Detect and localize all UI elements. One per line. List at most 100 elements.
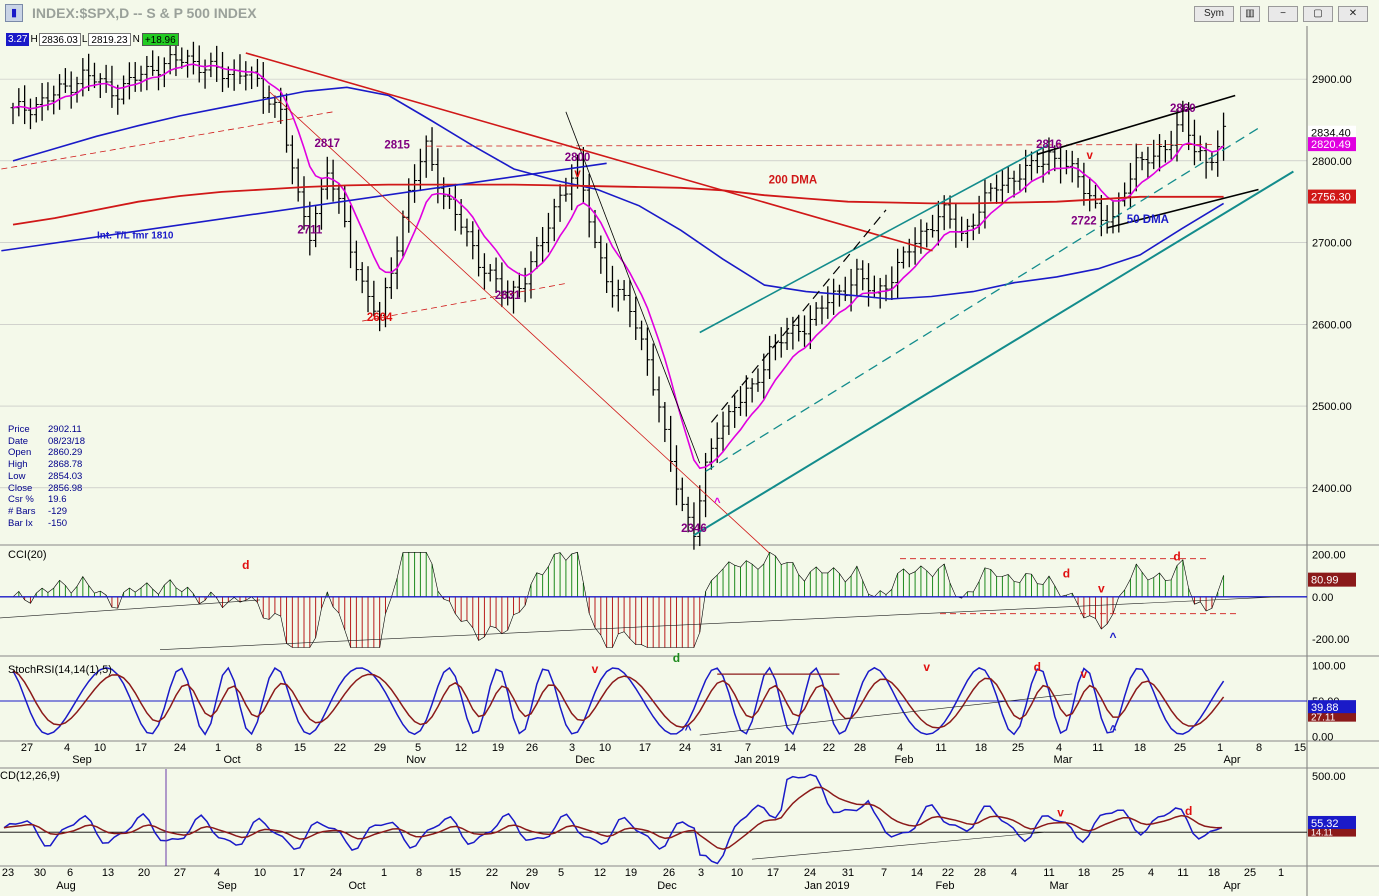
x-day-label: 11: [1092, 742, 1103, 754]
price-marker-label: 2756.30: [1311, 192, 1351, 204]
downtrend-line: [245, 52, 933, 252]
stochrsi-annotation: v: [1081, 667, 1088, 681]
stochrsi-annotation: ^: [1109, 722, 1116, 736]
x-day-label: 28: [854, 742, 866, 754]
intermediate-trendline: [1, 162, 607, 252]
stochrsi-last-value: 39.88: [1311, 702, 1339, 714]
info-row: # Bars -129: [8, 506, 85, 518]
info-key: Open: [8, 447, 32, 459]
x-day-label: 10: [94, 742, 106, 754]
x-month-label-bottom: Dec: [657, 880, 677, 892]
x-day-label: 25: [1174, 742, 1186, 754]
sym-button[interactable]: Sym: [1194, 6, 1234, 22]
price-tick-label: 2800.00: [1312, 156, 1352, 168]
stochrsi-signal-line: [12, 670, 1225, 729]
chart-title: INDEX:$SPX,D -- S & P 500 INDEX: [32, 5, 257, 21]
x-day-label-bottom: 17: [293, 867, 305, 879]
price-tick-label: 2400.00: [1312, 483, 1352, 495]
price-marker-label: 2820.49: [1311, 139, 1351, 151]
cci-panel: CCI(20) 200.00 0.00 -200.00 80.99 d d d v ^ d: [0, 549, 1356, 665]
macd-annotation: d: [1185, 804, 1192, 818]
resistance-dashed: [426, 144, 1212, 147]
x-day-label: 29: [374, 742, 386, 754]
price-tick-label: 2600.00: [1312, 319, 1352, 331]
price-marker-label: 2834.40: [1311, 128, 1351, 140]
x-day-label-bottom: 13: [102, 867, 114, 879]
x-month-label-bottom: Feb: [936, 880, 955, 892]
x-day-label: 4: [897, 742, 903, 754]
x-day-label-bottom: 25: [1244, 867, 1256, 879]
x-month-label-bottom: Apr: [1223, 880, 1240, 892]
info-row: Price 2902.11: [8, 424, 85, 436]
sym-lock-button[interactable]: ▥: [1240, 6, 1260, 22]
x-day-label: 10: [599, 742, 611, 754]
x-day-label: 17: [639, 742, 651, 754]
x-month-label-bottom: Sep: [217, 880, 237, 892]
x-day-label-bottom: 22: [486, 867, 498, 879]
macd-last-value: 55.32: [1311, 818, 1339, 830]
x-month-label: Dec: [575, 754, 595, 766]
x-day-label-bottom: 19: [625, 867, 637, 879]
ohlc-change: +18.96: [141, 33, 179, 46]
downtrend-channel-lower: [268, 91, 770, 554]
info-row: Close 2856.98: [8, 483, 85, 495]
macd-title: CD(12,26,9): [0, 770, 60, 782]
ma50-line: [12, 86, 1225, 300]
price-annotation: 200 DMA: [769, 175, 818, 187]
x-day-label-bottom: 4: [1148, 867, 1154, 879]
ohlc-n: N: [132, 34, 140, 45]
wedge-upper: [1037, 94, 1236, 156]
info-key: Low: [8, 470, 26, 482]
x-day-label-bottom: 10: [731, 867, 743, 879]
info-value: 2868.78: [48, 459, 83, 471]
x-day-label: 8: [256, 742, 262, 754]
stochrsi-tick-label: 0.00: [1312, 731, 1333, 743]
x-day-label-bottom: 22: [942, 867, 954, 879]
x-month-label-bottom: Aug: [56, 880, 76, 892]
info-value: 2860.29: [48, 447, 83, 459]
x-day-label-bottom: 24: [804, 867, 816, 879]
x-day-label: 26: [526, 742, 538, 754]
macd-tick-label: 500.00: [1312, 771, 1346, 783]
x-day-label: 18: [975, 742, 987, 754]
info-value: 2856.98: [48, 482, 83, 494]
x-day-label-bottom: 26: [663, 867, 675, 879]
cci-tick-label: 200.00: [1312, 549, 1346, 561]
info-value: -150: [48, 517, 68, 529]
uptrend-channel-upper: [699, 143, 1050, 334]
info-row: Csr % 19.6: [8, 494, 85, 506]
macd-signal-line: [3, 786, 1223, 850]
price-annotation: 2631: [495, 290, 521, 302]
x-day-label-bottom: 24: [330, 867, 342, 879]
price-annotation: 2711: [297, 225, 323, 237]
cci-annotation: d: [1173, 550, 1180, 564]
info-row: Bar Ix -150: [8, 518, 85, 530]
cci-tick-label: 0.00: [1312, 592, 1333, 604]
price-annotation: ^: [714, 497, 721, 509]
x-day-label-bottom: 20: [138, 867, 150, 879]
x-day-label-bottom: 4: [1011, 867, 1017, 879]
x-month-label-bottom: Jan 2019: [804, 880, 849, 892]
x-day-label-bottom: 18: [1208, 867, 1220, 879]
price-tick-label: 2900.00: [1312, 74, 1352, 86]
cci-annotation: d: [673, 651, 680, 665]
restore-button[interactable]: ▢: [1303, 6, 1333, 22]
app-icon: ▮: [5, 4, 23, 22]
info-row: High 2868.78: [8, 459, 85, 471]
stochrsi-title: StochRSI(14,14(1),5): [8, 664, 112, 676]
x-day-label-bottom: 7: [881, 867, 887, 879]
x-day-label-bottom: 11: [1177, 867, 1188, 879]
x-day-label: 27: [21, 742, 33, 754]
x-day-label: 24: [174, 742, 186, 754]
macd-line: [3, 773, 1223, 865]
close-button[interactable]: ✕: [1338, 6, 1368, 22]
price-annotation: 2604: [367, 312, 393, 324]
minimize-button[interactable]: −: [1268, 6, 1298, 22]
upper-dashed: [1, 111, 334, 170]
x-day-label: 15: [294, 742, 306, 754]
price-axis: 2900.00 2800.00 2700.00 2600.00 2500.00 2400.…: [2, 74, 1356, 892]
price-annotation: 2816: [1036, 139, 1062, 151]
x-day-label: 3: [569, 742, 575, 754]
